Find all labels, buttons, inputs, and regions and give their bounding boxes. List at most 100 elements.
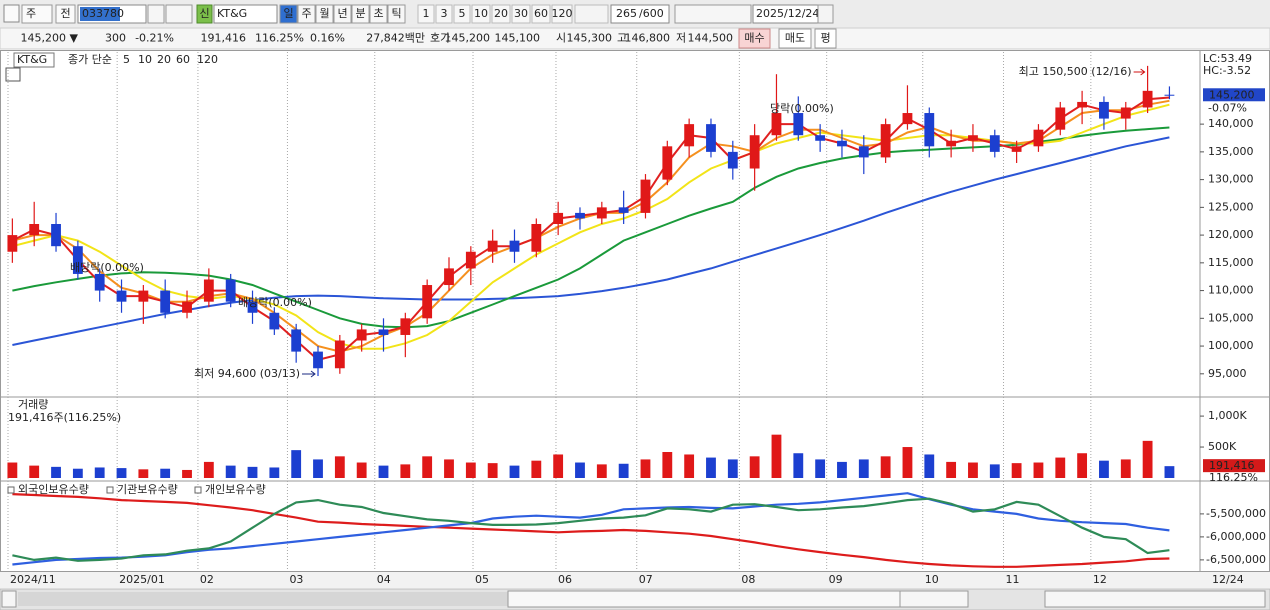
volume-bar — [1011, 463, 1022, 478]
legend-entry[interactable]: 기관보유수량 — [117, 483, 178, 496]
avg-button[interactable] — [814, 28, 837, 49]
period-label: 월 — [319, 7, 329, 20]
low-annotation: 최저 94,600 (03/13) — [194, 367, 300, 380]
legend-swatch — [194, 486, 202, 494]
sell-button[interactable] — [778, 28, 812, 49]
volume-bar — [116, 468, 127, 478]
candle-body — [640, 179, 651, 213]
menu-icon[interactable] — [3, 4, 20, 23]
interval-label: 5 — [459, 7, 466, 20]
period-button[interactable] — [351, 4, 370, 24]
candle-body — [94, 273, 105, 291]
y-tick-label: -6,000,000 — [1206, 530, 1266, 543]
period-button[interactable] — [297, 4, 316, 24]
legend-entry[interactable]: 개인보유수량 — [205, 483, 266, 496]
prev-button[interactable] — [55, 4, 76, 24]
y-tick-label: -5,500,000 — [1206, 507, 1266, 520]
date-dropdown[interactable] — [817, 4, 834, 24]
lc-label: LC:53.49 — [1203, 52, 1252, 65]
interval-button[interactable] — [435, 4, 453, 24]
x-tick-label: 12 — [1093, 573, 1107, 586]
search-button[interactable] — [147, 4, 165, 24]
y-tick-label: 1,000K — [1208, 409, 1247, 422]
interval-button[interactable] — [417, 4, 435, 24]
volume-bar — [946, 461, 957, 478]
avg-label[interactable]: 평 — [820, 32, 830, 45]
volume-bar — [706, 457, 716, 478]
zoom-controls[interactable] — [1044, 590, 1266, 608]
legend-entry[interactable]: 120 — [197, 53, 218, 66]
candle-body — [116, 290, 127, 302]
candle-body — [880, 124, 891, 158]
candle-body — [684, 124, 695, 147]
info-bid: 145,100 — [495, 32, 541, 45]
interval-button[interactable] — [471, 4, 491, 24]
volume-bar — [640, 459, 651, 478]
period-button[interactable] — [387, 4, 406, 24]
interval-label: 60 — [534, 7, 548, 20]
play-controls[interactable] — [899, 590, 969, 608]
candle-body — [946, 140, 957, 147]
candle-body — [1011, 146, 1022, 152]
volume-bar — [465, 462, 476, 478]
buy-label[interactable]: 매수 — [744, 32, 764, 45]
interval-button[interactable] — [551, 4, 573, 24]
legend-swatch — [106, 486, 114, 494]
candle-body — [662, 146, 673, 180]
legend-entry[interactable]: 60 — [176, 53, 190, 66]
volume-bar — [749, 456, 760, 478]
candle-body — [269, 312, 280, 330]
candle-body — [7, 235, 18, 252]
period-button[interactable] — [279, 4, 298, 24]
chart-frame — [0, 50, 1270, 572]
x-tick-label: 02 — [200, 573, 214, 586]
scroll-thumb[interactable] — [507, 590, 901, 608]
scroll-left[interactable] — [1, 590, 17, 608]
candle-body — [706, 124, 716, 152]
volume-bar — [356, 462, 367, 478]
legend-entry[interactable]: 20 — [157, 53, 171, 66]
interval-button[interactable] — [491, 4, 511, 24]
volume-bar — [880, 456, 891, 478]
count-input[interactable] — [610, 4, 670, 24]
candle-body — [727, 151, 738, 169]
info-change: 300 — [105, 32, 126, 45]
legend-entry[interactable]: 5 — [123, 53, 130, 66]
scroll-track[interactable] — [18, 592, 508, 606]
date: 2025/12/24 — [756, 7, 819, 20]
period-button[interactable] — [333, 4, 352, 24]
x-axis-bg — [0, 572, 1270, 588]
name-input[interactable] — [213, 4, 278, 24]
sound-button[interactable] — [165, 4, 193, 24]
prev-label: 전 — [60, 7, 70, 20]
y-tick-label: 140,000 — [1208, 117, 1254, 130]
volume-bar — [378, 465, 389, 478]
tool-icons[interactable] — [674, 4, 752, 24]
table-icon[interactable] — [5, 67, 21, 82]
current-price-box — [1203, 88, 1265, 102]
candle-body — [618, 207, 629, 213]
volume-bar — [793, 453, 804, 478]
sell-label[interactable]: 매도 — [785, 32, 805, 45]
volume-bar — [815, 459, 826, 478]
period-button[interactable] — [369, 4, 388, 24]
interval-dropdown[interactable] — [574, 4, 609, 24]
legend-entry[interactable]: 10 — [138, 53, 152, 66]
period-label: 분 — [355, 7, 365, 20]
legend-entry[interactable]: 외국인보유수량 — [18, 483, 89, 496]
interval-button[interactable] — [511, 4, 531, 24]
buy-button[interactable] — [738, 28, 771, 49]
interval-button[interactable] — [453, 4, 471, 24]
interval-button[interactable] — [531, 4, 551, 24]
mode-button[interactable] — [21, 4, 53, 24]
period-button[interactable] — [315, 4, 334, 24]
candle-body — [815, 135, 826, 141]
info-low: 144,500 — [688, 32, 734, 45]
high-arrow — [1133, 68, 1146, 76]
volume-last: 191,416 — [1209, 459, 1255, 472]
info-price: 145,200 ▼ — [21, 32, 79, 45]
volume-bar — [575, 462, 585, 478]
x-tick-label: 08 — [741, 573, 755, 586]
volume-bar — [422, 456, 433, 478]
volume-bar — [662, 452, 673, 478]
